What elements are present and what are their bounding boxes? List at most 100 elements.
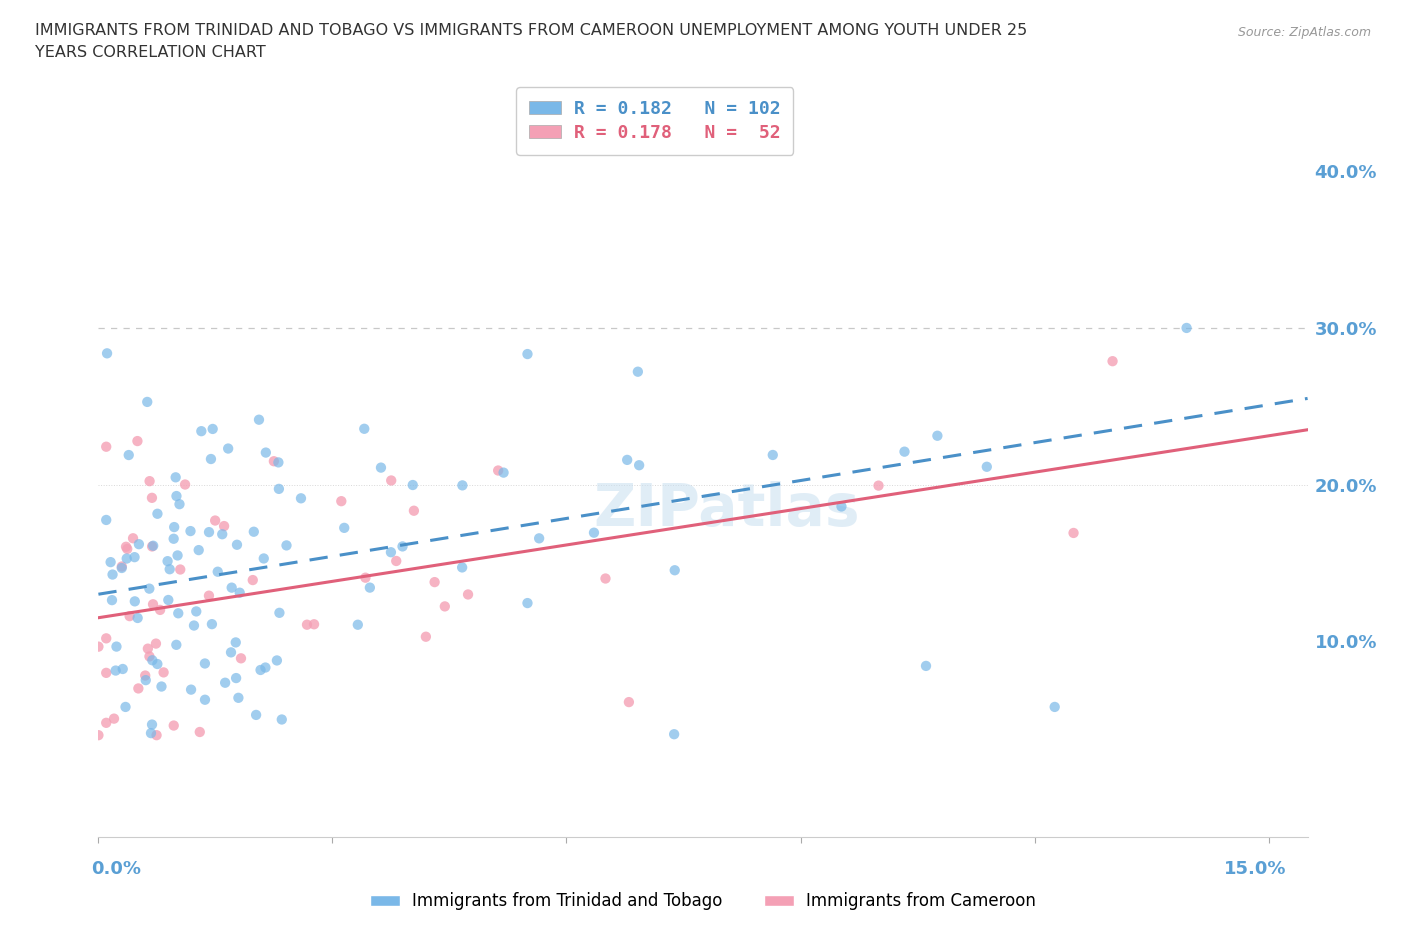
Point [122,531,145,546]
Point [249,662,271,677]
Point [138,581,160,596]
Point [136,394,159,409]
Point [174,477,197,492]
Point [198,589,221,604]
Point [267,455,290,470]
Point [359,580,381,595]
Point [96,346,118,361]
Point [165,637,187,652]
Text: ZIPatlas: ZIPatlas [593,481,860,538]
Point [141,539,163,554]
Point [762,447,785,462]
Point [228,690,250,705]
Point [146,506,169,521]
Point [100,554,122,569]
Point [96,439,118,454]
Point [115,539,138,554]
Point [380,473,402,488]
Point [976,459,998,474]
Point [165,470,187,485]
Point [492,465,515,480]
Point [101,592,124,607]
Point [163,718,186,733]
Point [830,499,852,514]
Point [402,503,425,518]
Point [225,635,247,650]
Point [103,711,125,726]
Text: 0.0%: 0.0% [91,860,142,878]
Point [266,653,288,668]
Point [149,603,172,618]
Point [201,421,224,436]
Point [893,445,915,459]
Point [87,728,110,743]
Point [198,525,221,539]
Point [295,618,318,632]
Point [128,537,150,551]
Point [141,490,163,505]
Legend: R = 0.182   N = 102, R = 0.178   N =  52: R = 0.182 N = 102, R = 0.178 N = 52 [516,87,793,154]
Point [217,441,239,456]
Point [166,548,188,563]
Point [228,585,250,600]
Point [136,641,159,656]
Point [124,550,146,565]
Point [582,525,605,540]
Point [290,491,312,506]
Point [105,639,128,654]
Point [211,526,233,541]
Point [188,724,211,739]
Point [201,617,224,631]
Point [263,454,285,469]
Point [516,347,538,362]
Point [186,604,208,618]
Point [627,365,650,379]
Text: YEARS CORRELATION CHART: YEARS CORRELATION CHART [35,45,266,60]
Point [254,445,277,460]
Point [141,717,163,732]
Point [114,699,136,714]
Point [353,421,375,436]
Point [276,538,298,552]
Point [146,657,169,671]
Point [267,482,290,497]
Point [415,630,437,644]
Point [451,560,474,575]
Point [927,429,949,444]
Point [156,553,179,568]
Point [516,595,538,610]
Point [169,562,191,577]
Point [118,609,141,624]
Point [302,617,325,631]
Point [595,571,617,586]
Point [104,663,127,678]
Point [127,610,149,625]
Point [135,672,157,687]
Point [152,665,174,680]
Point [96,631,118,645]
Point [391,539,413,554]
Point [111,559,134,574]
Point [214,675,236,690]
Point [527,531,550,546]
Point [269,605,291,620]
Point [194,656,217,671]
Point [247,412,270,427]
Point [225,671,247,685]
Point [270,712,292,727]
Point [111,661,134,676]
Point [423,575,446,590]
Point [180,683,202,698]
Point [617,695,640,710]
Point [167,605,190,620]
Point [915,658,938,673]
Point [127,433,149,448]
Point [662,726,685,741]
Point [330,494,353,509]
Point [333,521,356,536]
Point [486,463,509,478]
Point [166,488,188,503]
Point [354,570,377,585]
Point [457,587,479,602]
Text: IMMIGRANTS FROM TRINIDAD AND TOBAGO VS IMMIGRANTS FROM CAMEROON UNEMPLOYMENT AMO: IMMIGRANTS FROM TRINIDAD AND TOBAGO VS I… [35,23,1028,38]
